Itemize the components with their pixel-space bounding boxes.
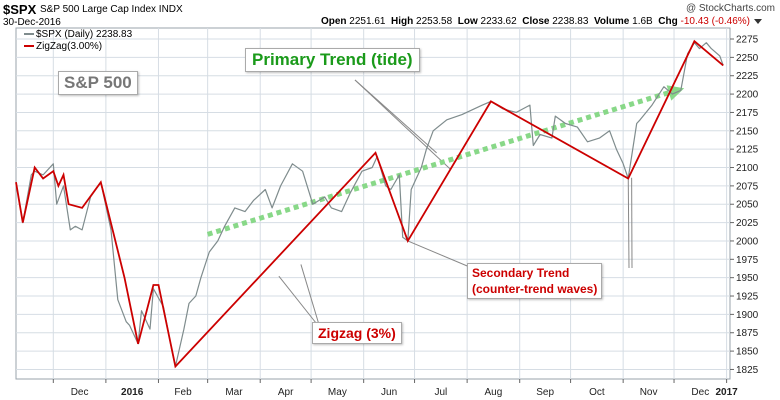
y-tick-label: 2150 [736, 126, 759, 137]
x-tick-label: Mar [225, 387, 243, 398]
x-tick-label: 2016 [121, 387, 144, 398]
legend-swatch-price [24, 33, 34, 36]
volume-label: Volume [593, 16, 630, 27]
volume-value: 1.6B [632, 16, 653, 27]
x-tick-label: 2017 [715, 387, 738, 398]
legend-label-zigzag: ZigZag(3.00%) [36, 41, 103, 52]
x-tick-label: Dec [71, 387, 89, 398]
y-tick-label: 1925 [736, 292, 759, 303]
open-label: Open [320, 16, 347, 27]
y-tick-label: 2050 [736, 200, 759, 211]
y-tick-label: 2100 [736, 163, 759, 174]
x-tick-label: Nov [640, 387, 658, 398]
company-name: S&P 500 Large Cap Index INDX [40, 4, 183, 15]
legend-item-price: $SPX (Daily) 2238.83 [24, 29, 132, 40]
legend-label-price: $SPX (Daily) 2238.83 [36, 29, 133, 40]
y-tick-label: 2000 [736, 236, 759, 247]
annotation-sp500: S&P 500 [58, 71, 138, 95]
price-series-line [15, 42, 724, 368]
y-tick-label: 2175 [736, 108, 759, 119]
chg-value: -10.43 (-0.46%) [680, 16, 750, 27]
y-tick-label: 2125 [736, 145, 759, 156]
x-tick-label: Feb [174, 387, 192, 398]
x-tick-label: Sep [536, 387, 554, 398]
x-tick-label: Jun [381, 387, 397, 398]
annotation-zigzag: Zigzag (3%) [312, 322, 402, 344]
y-tick-label: 2250 [736, 53, 759, 64]
annotation-leader-line [407, 240, 473, 269]
legend-item-zigzag: ZigZag(3.00%) [24, 41, 102, 52]
annotation-leader-line [354, 79, 451, 170]
ticker-symbol: $SPX [3, 2, 37, 17]
y-tick-label: 1975 [736, 255, 759, 266]
x-tick-label: May [328, 387, 347, 398]
watermark: @ StockCharts.com [685, 3, 775, 14]
quote-date: 30-Dec-2016 [3, 17, 61, 28]
annotation-leader-line [627, 177, 630, 269]
high-value: 2253.58 [416, 16, 453, 27]
x-tick-label: Aug [485, 387, 503, 398]
annotation-secondary-line1: Secondary Trend [472, 266, 570, 280]
open-value: 2251.61 [349, 16, 386, 27]
close-value: 2238.83 [552, 16, 589, 27]
y-tick-label: 1875 [736, 328, 759, 339]
x-tick-label: Jul [434, 387, 447, 398]
zigzag-series-line [15, 39, 724, 369]
chg-label: Chg [658, 16, 678, 27]
y-tick-label: 2225 [736, 71, 759, 82]
y-tick-label: 1825 [736, 365, 759, 376]
y-tick-label: 1950 [736, 273, 759, 284]
y-tick-label: 2275 [736, 35, 759, 46]
annotation-secondary-line2: (counter-trend waves) [472, 282, 598, 296]
x-tick-label: Apr [278, 387, 294, 398]
annotation-primary-trend: Primary Trend (tide) [245, 48, 420, 72]
y-tick-label: 2200 [736, 90, 759, 101]
y-tick-label: 1850 [736, 347, 759, 358]
close-label: Close [522, 16, 550, 27]
annotation-leader-line [300, 264, 321, 329]
low-value: 2233.62 [480, 16, 517, 27]
x-tick-label: Dec [691, 387, 709, 398]
high-label: High [391, 16, 414, 27]
quote-summary: Open 2251.61 High 2253.58 Low 2233.62 Cl… [321, 16, 750, 27]
annotation-secondary-trend: Secondary Trend (counter-trend waves) [467, 263, 603, 299]
low-label: Low [457, 16, 478, 27]
x-tick-label: Oct [589, 387, 605, 398]
y-tick-label: 1900 [736, 310, 759, 321]
y-tick-label: 2075 [736, 181, 759, 192]
legend-swatch-zigzag [24, 45, 34, 48]
y-tick-label: 2025 [736, 218, 759, 229]
annotation-leader-line [278, 275, 321, 329]
chevron-down-icon[interactable] [754, 19, 762, 24]
